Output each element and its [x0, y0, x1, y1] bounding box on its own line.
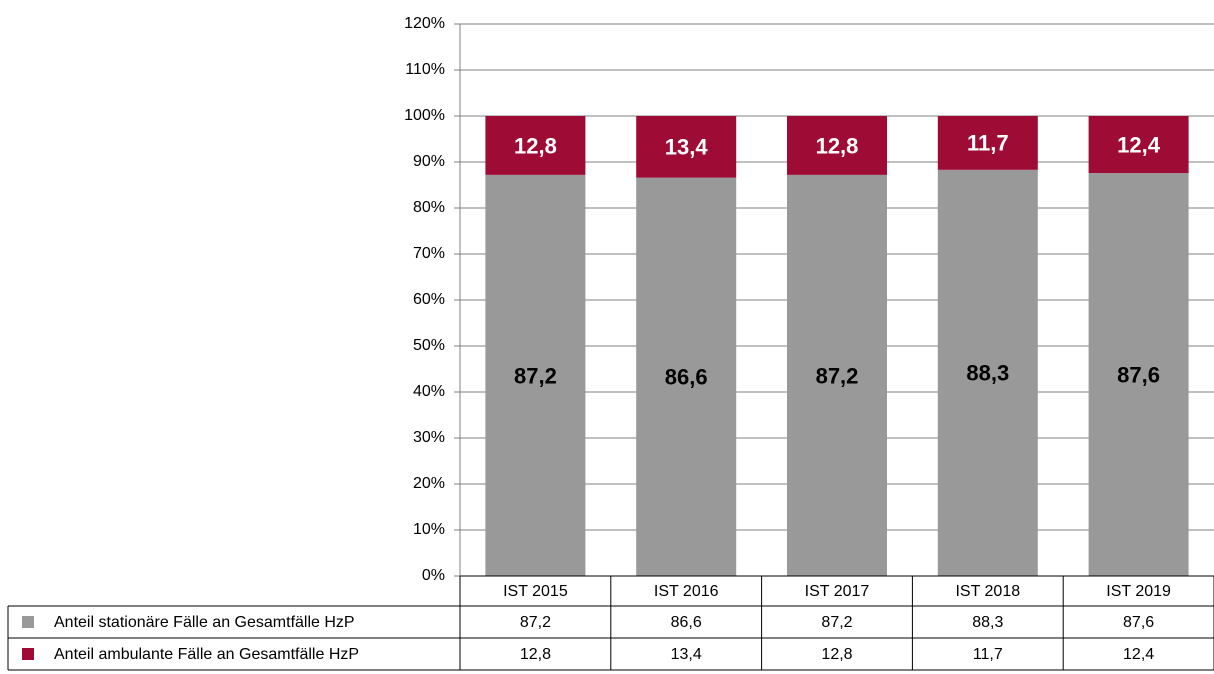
table-cell: 87,6	[1123, 614, 1154, 631]
bar-segment	[636, 116, 737, 178]
bar-segment	[937, 169, 1038, 576]
value-label: 13,4	[665, 135, 709, 160]
value-label: 12,8	[816, 133, 859, 158]
bar-segment	[485, 174, 586, 576]
y-tick-label: 80%	[413, 199, 445, 216]
value-label: 12,8	[514, 133, 557, 158]
y-tick-label: 50%	[413, 337, 445, 354]
x-tick-label: IST 2017	[805, 583, 870, 600]
value-label: 11,7	[967, 131, 1009, 156]
table-cell: 87,2	[520, 614, 551, 631]
table-cell: 12,8	[821, 646, 852, 663]
y-tick-label: 70%	[413, 245, 445, 262]
table-cell: 86,6	[671, 614, 702, 631]
bar-segment	[636, 177, 737, 576]
table-cell: 12,4	[1123, 646, 1154, 663]
y-tick-label: 0%	[422, 567, 445, 584]
y-tick-label: 120%	[404, 15, 445, 32]
x-tick-label: IST 2019	[1106, 583, 1171, 600]
y-tick-label: 60%	[413, 291, 445, 308]
table-cell: 12,8	[520, 646, 551, 663]
bar-segment	[787, 116, 887, 175]
y-tick-label: 40%	[413, 383, 445, 400]
table-cell: 11,7	[973, 646, 1003, 663]
x-tick-label: IST 2018	[955, 583, 1020, 600]
table-cell: 87,2	[821, 614, 852, 631]
bar-segment	[1088, 116, 1189, 174]
y-tick-label: 10%	[413, 521, 445, 538]
value-label: 87,6	[1117, 362, 1160, 387]
legend-label: Anteil stationäre Fälle an Gesamtfälle H…	[54, 614, 355, 631]
bar-segment	[1088, 173, 1189, 577]
y-tick-label: 30%	[413, 429, 445, 446]
legend-swatch	[22, 648, 34, 660]
legend-label: Anteil ambulante Fälle an Gesamtfälle Hz…	[54, 646, 359, 663]
bar-segment	[485, 116, 586, 175]
value-label: 12,4	[1117, 132, 1161, 157]
x-tick-label: IST 2015	[503, 583, 568, 600]
table-cell: 88,3	[972, 614, 1003, 631]
table-cell: 13,4	[671, 646, 702, 663]
y-tick-label: 20%	[413, 475, 445, 492]
y-tick-label: 90%	[413, 153, 445, 170]
value-label: 86,6	[665, 365, 708, 390]
value-label: 88,3	[966, 361, 1009, 386]
y-tick-label: 100%	[404, 107, 445, 124]
bar-segment	[937, 116, 1038, 170]
x-tick-label: IST 2016	[654, 583, 719, 600]
bar-segment	[787, 174, 887, 576]
legend-swatch	[22, 616, 34, 628]
value-label: 87,2	[514, 363, 557, 388]
value-label: 87,2	[816, 363, 859, 388]
y-tick-label: 110%	[405, 61, 445, 78]
